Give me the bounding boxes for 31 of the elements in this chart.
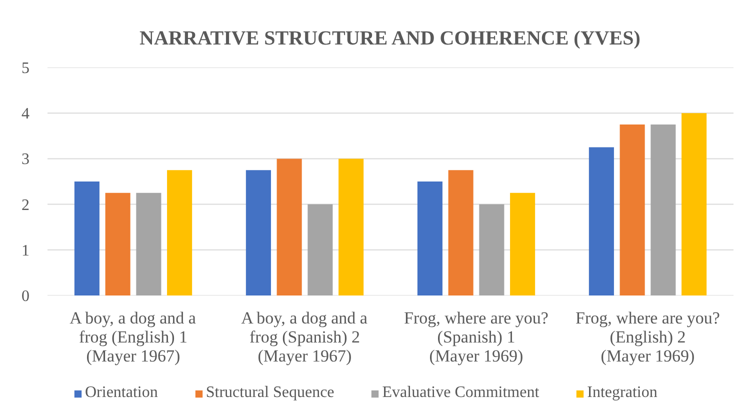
- x-tick-label: A boy, a dog and a frog (Spanish) 2 (Mayer 1967): [241, 308, 368, 366]
- bar: [276, 158, 302, 296]
- bar: [105, 192, 130, 296]
- bar: [417, 182, 442, 296]
- y-tick-label: 2: [22, 196, 30, 214]
- x-tick-label: A boy, a dog and a frog (English) 1 (Mayer 1967): [70, 308, 196, 366]
- bar: [448, 170, 474, 296]
- legend-label: Orientation: [85, 384, 158, 402]
- y-tick-label: 1: [22, 242, 30, 260]
- x-tick-label: Frog, where are you? (English) 2 (Mayer 1969): [576, 308, 720, 366]
- legend-label: Integration: [587, 384, 658, 402]
- bar: [510, 192, 536, 296]
- bar: [74, 182, 100, 296]
- bar: [167, 170, 192, 296]
- x-tick-label: Frog, where are you? (Spanish) 1 (Mayer 1969): [404, 308, 548, 366]
- bar: [246, 170, 271, 296]
- bar: [620, 124, 645, 296]
- bar: [588, 147, 614, 296]
- legend-label: Structural Sequence: [206, 384, 334, 402]
- bar: [650, 124, 676, 296]
- bar: [308, 204, 333, 296]
- y-tick-label: 0: [22, 288, 30, 305]
- bar: [338, 158, 364, 296]
- chart-title: NARRATIVE STRUCTURE AND COHERENCE (YVES): [140, 28, 640, 50]
- y-tick-label: 3: [22, 151, 30, 168]
- y-tick-label: 5: [22, 60, 30, 77]
- bar: [136, 192, 162, 296]
- bar: [682, 113, 707, 296]
- bar: [479, 204, 504, 296]
- y-tick-label: 4: [22, 106, 30, 123]
- legend-label: Evaluative Commitment: [382, 384, 540, 402]
